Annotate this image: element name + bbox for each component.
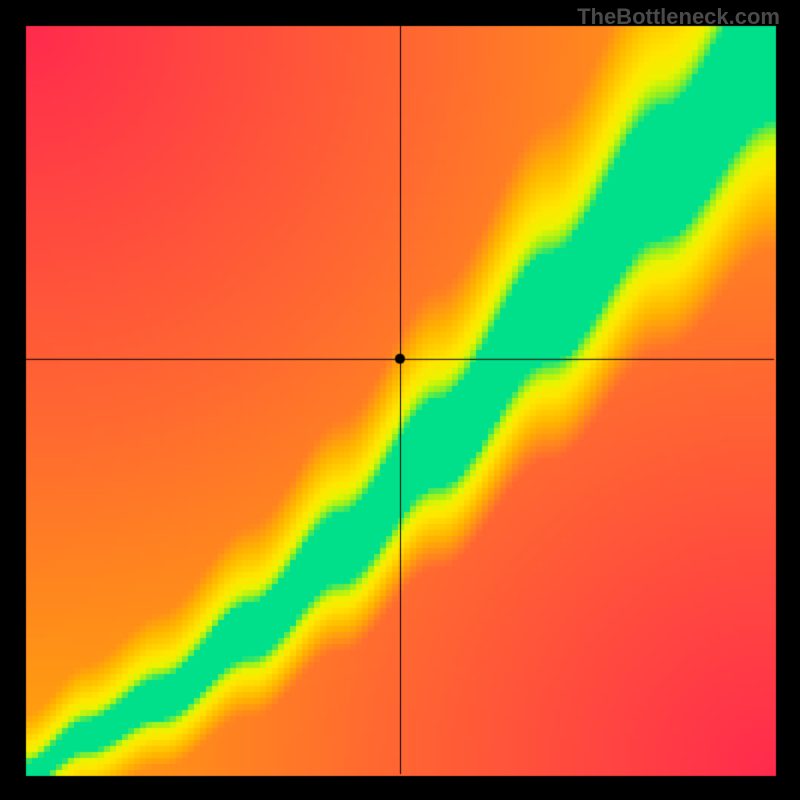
heatmap-canvas xyxy=(0,0,800,800)
bottleneck-heatmap-chart: TheBottleneck.com xyxy=(0,0,800,800)
